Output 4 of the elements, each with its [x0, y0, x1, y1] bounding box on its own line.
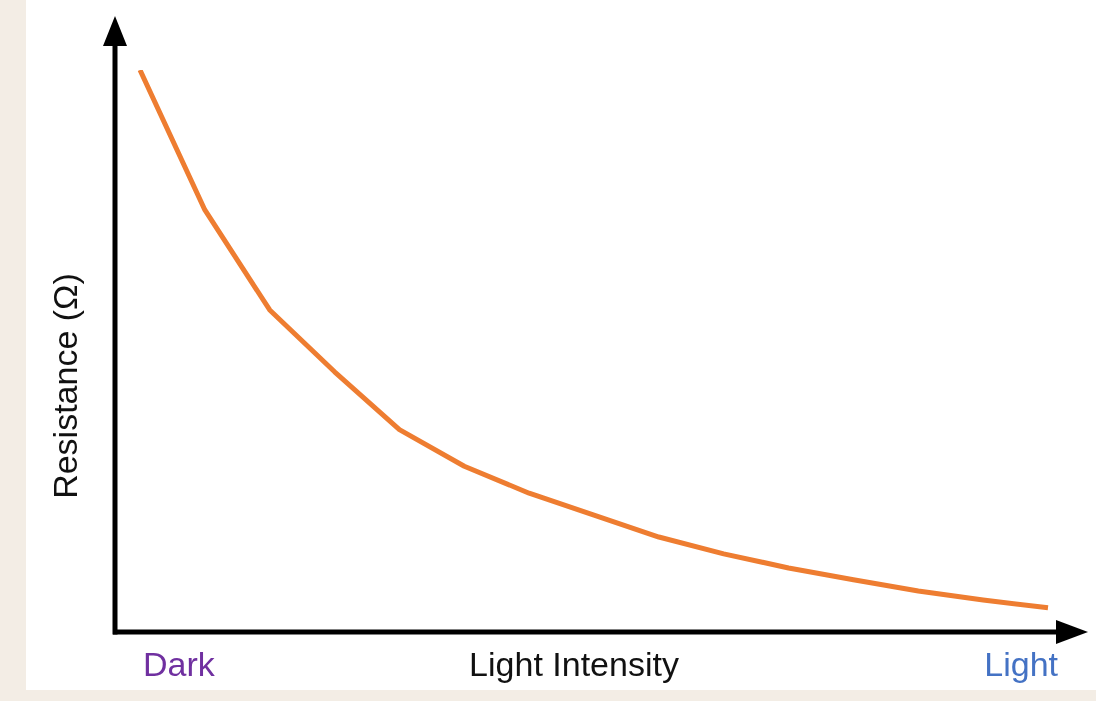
- text: Dark: [143, 645, 216, 684]
- x-axis-title: Light Intensity: [469, 645, 679, 684]
- y-axis-title: Resistance (Ω): [46, 273, 85, 499]
- text: Light: [984, 645, 1059, 684]
